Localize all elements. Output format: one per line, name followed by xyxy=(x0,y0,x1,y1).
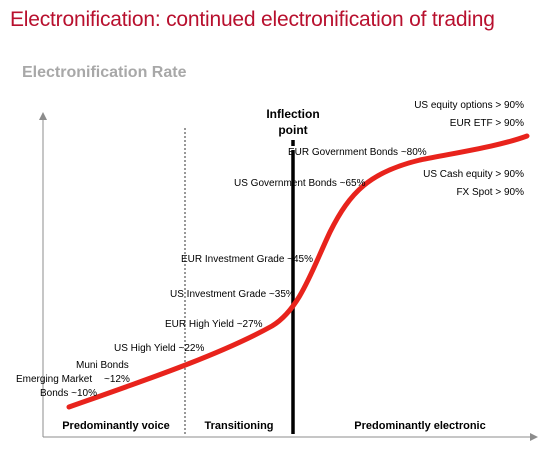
zone-label-voice: Predominantly voice xyxy=(62,420,170,432)
label-eur-gov-bonds: EUR Government Bonds ~80% xyxy=(288,147,427,158)
label-fx-spot: FX Spot > 90% xyxy=(456,187,524,198)
page-title: Electronification: continued electronifi… xyxy=(10,8,495,31)
label-eur-high-yield: EUR High Yield ~27% xyxy=(165,319,263,330)
zone-label-transitioning: Transitioning xyxy=(204,420,273,432)
label-eur-etf: EUR ETF > 90% xyxy=(450,118,524,129)
inflection-title-line2: point xyxy=(278,123,307,137)
inflection-title-line1: Inflection xyxy=(266,107,319,121)
label-us-investment-grade: US Investment Grade ~35% xyxy=(170,289,295,300)
label-muni-bonds-line1: Muni Bonds xyxy=(76,360,129,371)
label-us-equity-options: US equity options > 90% xyxy=(414,100,524,111)
zone-label-electronic: Predominantly electronic xyxy=(354,420,485,432)
label-us-cash-equity: US Cash equity > 90% xyxy=(423,169,524,180)
chart-subtitle: Electronification Rate xyxy=(22,64,187,81)
label-em-bonds-line1: Emerging Market xyxy=(16,374,92,385)
label-us-high-yield: US High Yield ~22% xyxy=(114,343,204,354)
electronification-curve xyxy=(66,133,530,410)
label-us-gov-bonds: US Government Bonds ~65% xyxy=(234,178,366,189)
label-eur-investment-grade: EUR Investment Grade ~45% xyxy=(181,254,313,265)
label-em-bonds-line2: Bonds ~10% xyxy=(40,388,97,399)
label-muni-bonds-line2: ~12% xyxy=(104,374,130,385)
